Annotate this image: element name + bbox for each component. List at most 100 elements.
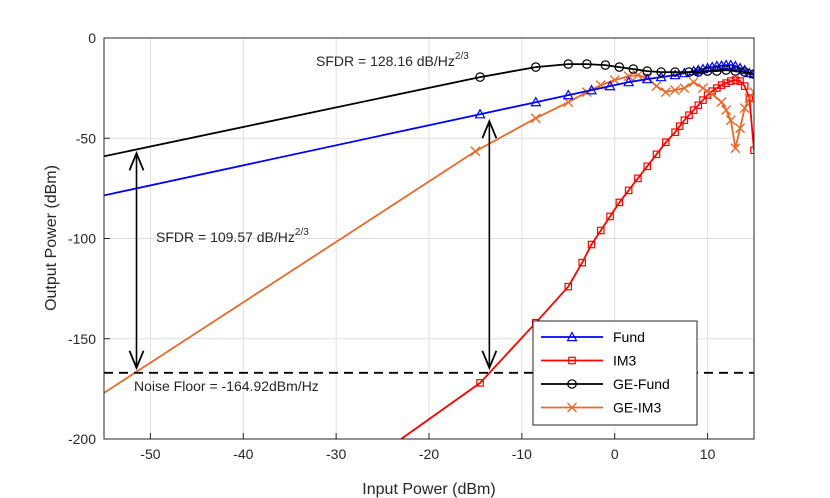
data-point-fund [739, 64, 751, 75]
data-point-im3 [624, 186, 633, 195]
data-point-im3 [680, 116, 689, 125]
data-point-fund [669, 69, 681, 80]
sfdr-arrow-head-down [481, 350, 498, 371]
data-point-ge-im3 [670, 85, 681, 96]
axis-ticks: -50 -40 -30 -20 -10 0 100-50-100-150-200 [68, 30, 716, 462]
plot-frame [103, 37, 755, 440]
annotations: SFDR = 128.16 dB/Hz2/3 SFDR = 109.57 dB/… [134, 51, 469, 394]
series-im3 [400, 76, 754, 439]
data-point-ge-im3 [697, 83, 708, 94]
data-point-im3 [587, 240, 596, 249]
y-tick-label: -50 [76, 130, 96, 146]
data-point-im3 [606, 212, 614, 221]
data-point-ge-fund [712, 66, 722, 76]
data-point-fund [604, 80, 616, 91]
y-tick-label: -100 [68, 231, 96, 247]
sfdr-bottom-annotation: SFDR = 109.57 dB/Hz2/3 [156, 227, 309, 245]
series-ge-fund [104, 59, 754, 158]
data-point-ge-im3 [632, 70, 643, 81]
data-point-im3 [731, 76, 740, 84]
legend-marker-ge-im3 [567, 402, 577, 413]
data-point-ge-im3 [660, 87, 671, 98]
data-point-ge-fund [628, 64, 639, 74]
y-tick-label: 0 [88, 30, 96, 46]
series-line-fund [104, 64, 754, 197]
y-axis-title: Output Power (dBm) [43, 165, 60, 311]
data-point-ge-im3 [744, 93, 754, 104]
data-point-ge-im3 [530, 113, 541, 124]
data-point-im3 [717, 81, 726, 89]
data-point-ge-im3 [721, 105, 732, 116]
data-point-fund [474, 108, 486, 119]
data-point-ge-im3 [749, 87, 754, 98]
x-tick-label: 10 [700, 446, 716, 462]
data-point-ge-fund [739, 67, 750, 77]
data-point-fund [562, 89, 574, 100]
data-point-ge-im3 [730, 143, 741, 154]
data-point-ge-fund [730, 66, 741, 76]
x-tick-label: -10 [512, 446, 532, 462]
data-point-im3 [643, 162, 652, 171]
data-point-ge-im3 [707, 89, 718, 100]
data-point-im3 [661, 138, 670, 147]
series-ge-im3 [104, 70, 754, 394]
data-point-im3 [722, 79, 730, 87]
series-layer [104, 59, 754, 439]
data-point-ge-im3 [609, 75, 620, 86]
data-point-im3 [689, 106, 698, 114]
data-point-im3 [634, 174, 642, 183]
legend: Fund IM3 GE-Fund GE-IM3 [532, 320, 698, 426]
data-point-ge-fund [530, 62, 541, 72]
data-point-ge-fund [693, 67, 704, 77]
data-point-im3 [685, 111, 693, 119]
data-point-ge-im3 [651, 81, 662, 92]
x-axis-title: Input Power (dBm) [362, 481, 495, 498]
data-point-fund [725, 59, 737, 70]
legend-label-ge-im3: GE-IM3 [613, 400, 661, 416]
data-point-fund [729, 60, 741, 71]
x-tick-label: -50 [140, 446, 160, 462]
data-point-ge-fund [656, 67, 666, 77]
legend-marker-fund [566, 331, 578, 342]
data-point-im3 [740, 82, 749, 90]
data-point-ge-fund [702, 66, 713, 76]
data-point-fund [623, 76, 635, 87]
data-point-fund [655, 71, 667, 82]
data-point-im3 [615, 198, 624, 207]
legend-marker-ge-fund [567, 379, 577, 389]
data-point-im3 [596, 226, 605, 235]
data-point-ge-im3 [470, 146, 481, 157]
x-tick-label: -30 [326, 446, 346, 462]
y-tick-label: -150 [68, 331, 96, 347]
data-point-ge-im3 [735, 123, 746, 134]
sfdr-arrow-head-down [128, 350, 145, 371]
data-point-im3 [564, 282, 573, 291]
data-point-ge-fund [614, 62, 625, 72]
data-point-ge-im3 [739, 103, 750, 114]
series-line-ge-fund [104, 63, 754, 158]
data-point-ge-fund [563, 59, 574, 69]
data-point-fund [585, 84, 598, 95]
sfdr-arrow-head-up [481, 118, 498, 139]
sfdr-top-annotation: SFDR = 128.16 dB/Hz2/3 [316, 51, 469, 69]
data-point-ge-fund [721, 65, 731, 75]
data-point-ge-fund [670, 67, 680, 77]
data-point-im3 [675, 122, 684, 131]
data-point-ge-fund [582, 59, 592, 69]
data-point-ge-fund [684, 67, 694, 77]
legend-label-im3: IM3 [613, 353, 637, 369]
x-tick-label: -20 [419, 446, 439, 462]
data-point-ge-fund [642, 66, 653, 76]
data-point-im3 [694, 101, 703, 109]
legend-label-fund: Fund [613, 329, 645, 345]
legend-marker-im3 [568, 356, 576, 365]
data-point-im3 [745, 94, 754, 102]
data-point-ge-im3 [688, 77, 699, 88]
legend-entries: Fund IM3 GE-Fund GE-IM3 [541, 329, 670, 416]
data-point-im3 [699, 96, 707, 104]
data-point-ge-im3 [679, 83, 690, 94]
x-tick-label: -40 [233, 446, 253, 462]
data-point-fund [641, 73, 653, 84]
legend-label-ge-fund: GE-Fund [613, 376, 670, 392]
